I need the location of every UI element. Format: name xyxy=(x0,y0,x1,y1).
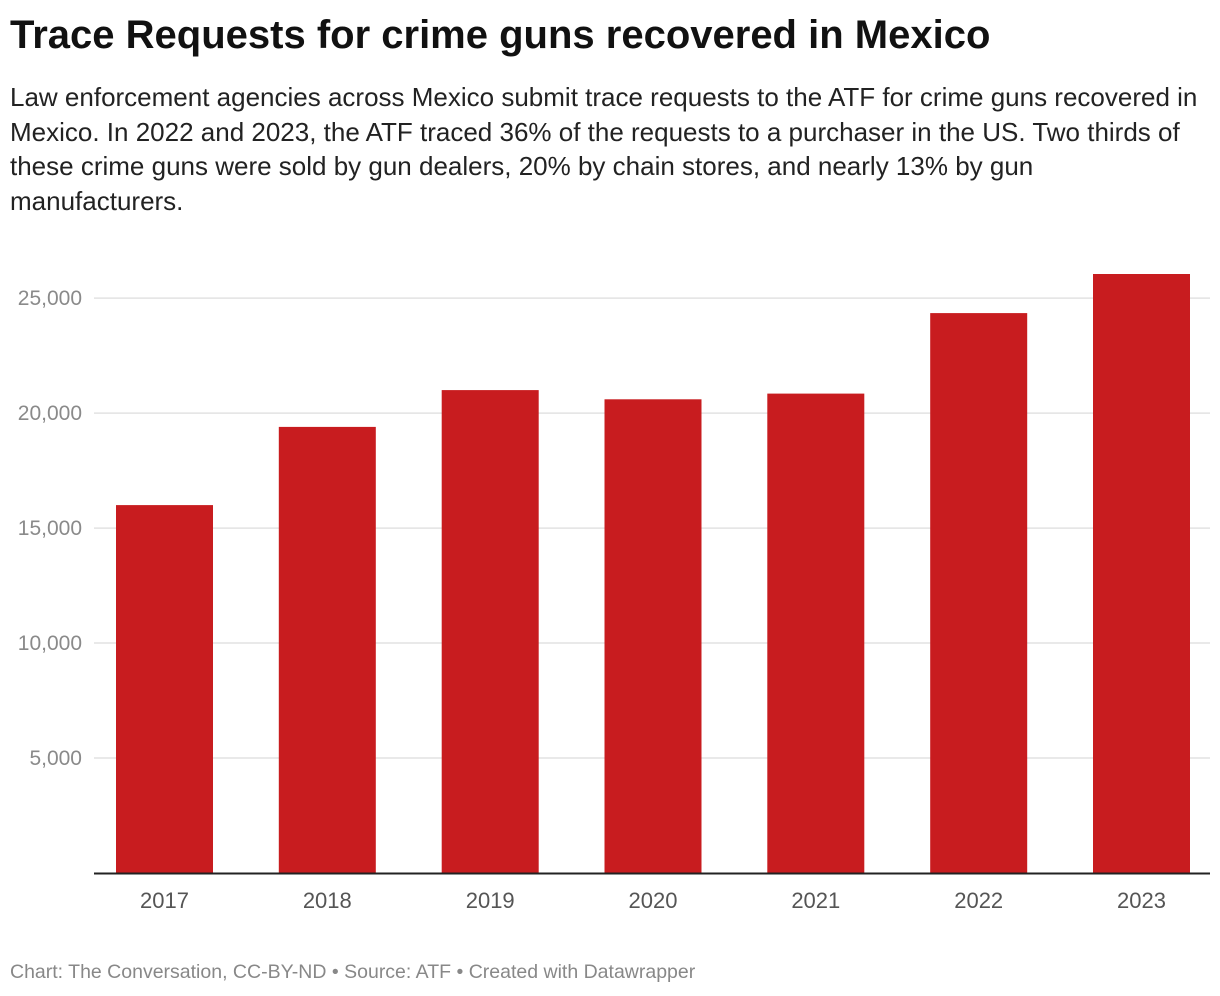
bars xyxy=(116,274,1190,874)
x-tick-label: 2017 xyxy=(140,888,189,913)
y-tick-label: 25,000 xyxy=(18,287,82,310)
x-tick-label: 2020 xyxy=(629,888,678,913)
bar-2023 xyxy=(1093,274,1190,873)
bar-2018 xyxy=(278,426,376,873)
y-tick-label: 10,000 xyxy=(18,632,82,655)
x-tick-label: 2021 xyxy=(791,888,840,913)
chart-title: Trace Requests for crime guns recovered … xyxy=(10,13,991,57)
y-axis: 5,000 10,000 15,000 20,000 25,000 xyxy=(18,287,82,770)
x-tick-label: 2023 xyxy=(1117,888,1166,913)
chart-footer: Chart: The Conversation, CC-BY-ND • Sour… xyxy=(10,961,696,983)
bar-2020 xyxy=(604,399,702,873)
y-tick-label: 5,000 xyxy=(29,747,82,770)
x-tick-label: 2018 xyxy=(303,888,352,913)
chart-subtitle: Law enforcement agencies across Mexico s… xyxy=(10,82,1198,216)
bar-2021 xyxy=(767,393,865,873)
y-tick-label: 15,000 xyxy=(18,517,82,540)
bar-2017 xyxy=(116,505,213,873)
x-tick-label: 2019 xyxy=(466,888,515,913)
bar-2019 xyxy=(441,390,539,873)
bar-2022 xyxy=(930,313,1028,874)
x-axis: 2017 2018 2019 2020 2021 2022 2023 xyxy=(140,888,1166,913)
y-tick-label: 20,000 xyxy=(18,402,82,425)
x-tick-label: 2022 xyxy=(954,888,1003,913)
